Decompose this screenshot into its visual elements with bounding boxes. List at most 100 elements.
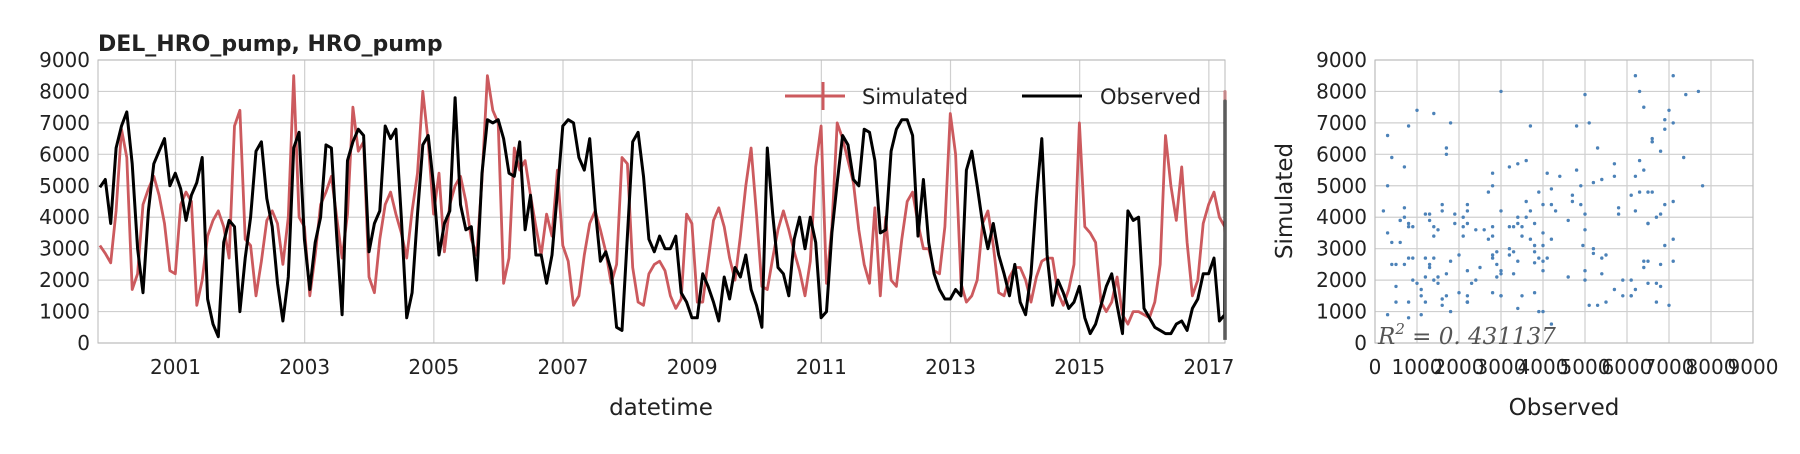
scatter-point — [1511, 225, 1516, 229]
chart-title: DEL_HRO_pump, HRO_pump — [98, 32, 443, 57]
scatter-point — [1495, 250, 1499, 254]
scatter-point — [1671, 237, 1675, 241]
scatter-point — [1545, 256, 1549, 260]
scatter-point — [1427, 218, 1432, 223]
x-tick-label: 2009 — [667, 355, 718, 379]
scatter-point — [1465, 209, 1470, 213]
scatter-point — [1591, 180, 1596, 185]
scatter-point — [1444, 152, 1449, 156]
scatter-point — [1411, 278, 1415, 282]
scatter-point — [1574, 124, 1579, 128]
scatter-point — [1520, 225, 1524, 229]
scatter-point — [1423, 212, 1428, 216]
scatter-point — [1537, 309, 1541, 314]
scatter-point — [1595, 146, 1600, 150]
r-squared-exponent: 2 — [1394, 320, 1405, 338]
scatter-point — [1495, 275, 1499, 279]
scatter-x-tick-label: 0 — [1369, 355, 1382, 379]
scatter-point — [1448, 309, 1453, 314]
scatter-point — [1423, 275, 1428, 279]
scatter-point — [1541, 269, 1545, 273]
scatter-point — [1633, 287, 1638, 292]
scatter-point — [1629, 294, 1633, 298]
scatter-point — [1629, 193, 1633, 197]
x-tick-label: 2001 — [150, 355, 201, 379]
scatter-point — [1385, 133, 1390, 138]
timeseries-x-axis-label: datetime — [609, 395, 713, 421]
scatter-point — [1511, 250, 1516, 254]
scatter-point — [1411, 256, 1415, 260]
scatter-point — [1495, 262, 1499, 267]
scatter-x-tick-label: 3000 — [1476, 355, 1527, 379]
scatter-point — [1663, 202, 1667, 207]
scatter-point — [1541, 231, 1545, 235]
scatter-x-tick-label: 1000 — [1392, 355, 1443, 379]
scatter-points — [1381, 74, 1705, 326]
scatter-point — [1432, 111, 1436, 116]
scatter-point — [1507, 253, 1512, 257]
scatter-point — [1453, 221, 1457, 226]
scatter-point — [1490, 184, 1495, 188]
scatter-y-tick-label: 7000 — [1316, 111, 1367, 135]
scatter-point — [1406, 300, 1411, 304]
timeseries-plot-frame — [97, 59, 1226, 344]
y-tick-label: 4000 — [39, 205, 90, 229]
scatter-point — [1432, 225, 1436, 229]
scatter-point — [1461, 234, 1465, 238]
scatter-point — [1423, 256, 1428, 260]
scatter-point — [1385, 231, 1390, 235]
scatter-point — [1654, 300, 1659, 304]
scatter-point — [1402, 206, 1407, 210]
scatter-point — [1419, 313, 1423, 317]
scatter-point — [1432, 256, 1436, 260]
scatter-point — [1511, 272, 1516, 276]
timeseries-x-ticklabels: 2001 2003 2005 2007 2009 2011 2013 2015 2017 — [150, 355, 1234, 379]
scatter-point — [1587, 303, 1591, 307]
scatter-point — [1427, 265, 1432, 270]
scatter-point — [1658, 149, 1663, 153]
scatter-point — [1444, 294, 1449, 298]
scatter-point — [1528, 237, 1533, 241]
scatter-point — [1537, 256, 1541, 260]
scatter-point — [1667, 303, 1671, 307]
scatter-point — [1507, 225, 1512, 229]
scatter-point — [1490, 234, 1495, 238]
scatter-point — [1671, 121, 1675, 125]
scatter-point — [1581, 243, 1585, 248]
scatter-point — [1600, 177, 1604, 182]
scatter-point — [1516, 259, 1520, 263]
scatter-point — [1621, 294, 1625, 298]
scatter-point — [1637, 89, 1642, 94]
scatter-y-tick-label: 9000 — [1316, 48, 1367, 72]
scatter-point — [1490, 291, 1495, 295]
scatter-point — [1583, 228, 1587, 232]
x-tick-label: 2011 — [796, 355, 847, 379]
scatter-point — [1419, 287, 1423, 292]
scatter-y-ticklabels: 0 1000 2000 3000 4000 5000 6000 7000 8000 9000 — [1316, 48, 1367, 355]
scatter-point — [1700, 184, 1705, 188]
scatter-point — [1528, 209, 1533, 213]
scatter-point — [1478, 265, 1482, 270]
scatter-point — [1490, 225, 1495, 229]
scatter-point — [1406, 225, 1411, 229]
scatter-point — [1432, 278, 1436, 282]
scatter-point — [1402, 215, 1407, 219]
scatter-point — [1390, 155, 1394, 160]
scatter-y-tick-label: 3000 — [1316, 237, 1367, 261]
scatter-point — [1570, 199, 1575, 204]
scatter-point — [1524, 199, 1528, 204]
scatter-point — [1440, 202, 1444, 207]
scatter-point — [1436, 281, 1440, 285]
scatter-point — [1486, 190, 1491, 194]
scatter-point — [1444, 272, 1449, 276]
scatter-point — [1684, 92, 1688, 97]
r-squared-annotation: R2 = 0. 431137 — [1377, 320, 1556, 350]
scatter-point — [1541, 309, 1545, 314]
scatter-point — [1406, 256, 1411, 260]
scatter-point — [1385, 313, 1390, 317]
scatter-point — [1650, 140, 1654, 144]
scatter-point — [1516, 221, 1520, 226]
scatter-point — [1633, 74, 1638, 78]
scatter-point — [1591, 247, 1596, 251]
